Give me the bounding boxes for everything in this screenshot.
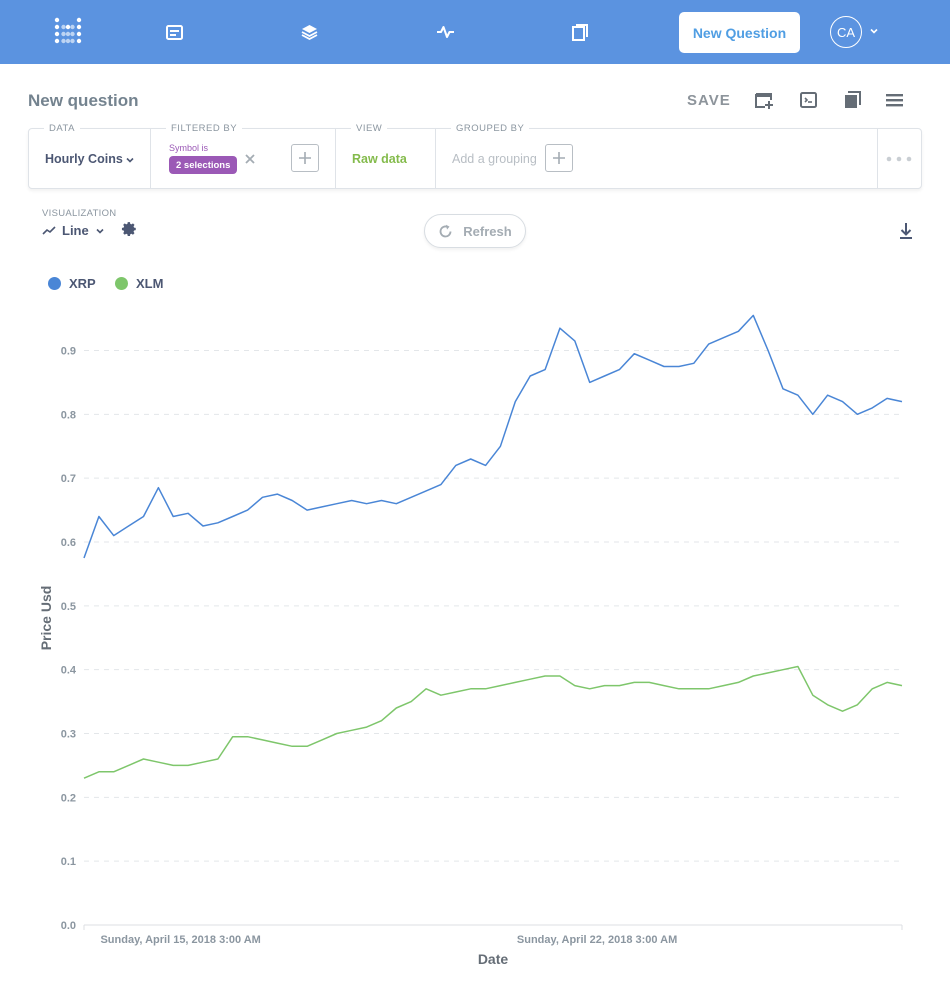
line-chart-icon — [42, 225, 56, 235]
y-tick-label: 0.8 — [61, 409, 76, 421]
y-tick-label: 0.9 — [61, 346, 76, 358]
add-to-dashboard-icon[interactable] — [754, 90, 774, 110]
x-tick-label: Sunday, April 22, 2018 3:00 AM — [517, 934, 677, 946]
data-section[interactable]: DATA Hourly Coins — [29, 123, 151, 188]
filter-pill[interactable]: 2 selections — [169, 156, 238, 174]
top-navbar: New Question CA — [0, 0, 950, 64]
plus-icon — [553, 152, 565, 164]
y-axis-title: Price Usd — [38, 586, 54, 651]
legend-item-xlm[interactable]: XLM — [115, 276, 163, 291]
filter-name[interactable]: Symbol is — [169, 143, 209, 153]
x-axis-title: Date — [478, 951, 509, 967]
grouped-by-label: GROUPED BY — [451, 123, 530, 134]
menu-icon[interactable] — [885, 90, 905, 110]
chevron-down-icon[interactable] — [869, 26, 879, 36]
y-tick-label: 0.1 — [61, 856, 76, 868]
y-tick-label: 0.0 — [61, 920, 76, 932]
legend-swatch — [48, 277, 61, 290]
save-button[interactable]: SAVE — [687, 92, 731, 109]
refresh-label: Refresh — [463, 223, 512, 239]
legend-label: XLM — [136, 276, 164, 291]
layers-icon[interactable] — [299, 22, 319, 42]
visualization-type-label: Line — [62, 223, 89, 238]
view-value[interactable]: Raw data — [352, 152, 407, 166]
data-label: DATA — [44, 123, 80, 134]
chevron-down-icon[interactable] — [125, 155, 135, 165]
legend-label: XRP — [69, 276, 96, 291]
sql-console-icon[interactable] — [799, 90, 819, 110]
query-builder: DATA Hourly Coins FILTERED BY Symbol is … — [28, 123, 922, 189]
data-source-value[interactable]: Hourly Coins — [45, 152, 123, 166]
y-tick-label: 0.4 — [61, 665, 77, 677]
filtered-by-label: FILTERED BY — [166, 123, 243, 134]
view-section[interactable]: VIEW Raw data — [336, 123, 436, 188]
legend-item-xrp[interactable]: XRP — [48, 276, 96, 291]
plus-icon — [299, 152, 311, 164]
y-tick-label: 0.3 — [61, 729, 76, 741]
y-tick-label: 0.5 — [61, 601, 76, 613]
avatar[interactable]: CA — [830, 16, 862, 48]
download-icon[interactable] — [899, 222, 913, 240]
page-title: New question — [28, 91, 139, 110]
browse-data-icon[interactable] — [164, 22, 184, 42]
view-label: VIEW — [351, 123, 388, 134]
notebook-icon[interactable] — [843, 90, 863, 110]
metabase-logo-icon[interactable] — [54, 17, 82, 47]
more-options-icon[interactable] — [886, 156, 912, 162]
add-grouping-link[interactable]: Add a grouping — [452, 152, 537, 166]
visualization-label: VISUALIZATION — [42, 208, 117, 219]
add-grouping-button[interactable] — [545, 144, 573, 172]
new-question-button[interactable]: New Question — [679, 12, 800, 53]
gear-icon[interactable] — [121, 221, 138, 238]
refresh-icon — [439, 224, 452, 237]
y-tick-label: 0.2 — [61, 792, 76, 804]
filter-section: FILTERED BY Symbol is 2 selections — [151, 123, 336, 188]
y-tick-label: 0.7 — [61, 473, 76, 485]
add-filter-button[interactable] — [291, 144, 319, 172]
y-tick-label: 0.6 — [61, 537, 76, 549]
pulse-activity-icon[interactable] — [435, 22, 455, 42]
grouping-section: GROUPED BY Add a grouping — [436, 123, 878, 188]
chevron-down-icon — [96, 228, 104, 234]
series-line-xrp — [83, 314, 903, 559]
x-tick-label: Sunday, April 15, 2018 3:00 AM — [100, 934, 260, 946]
legend-swatch — [115, 277, 128, 290]
visualization-type-select[interactable]: Line — [42, 223, 105, 238]
close-icon[interactable] — [244, 153, 256, 165]
notebook-icon[interactable] — [570, 22, 590, 42]
series-line-xlm — [83, 665, 903, 779]
refresh-button[interactable]: Refresh — [424, 214, 526, 248]
